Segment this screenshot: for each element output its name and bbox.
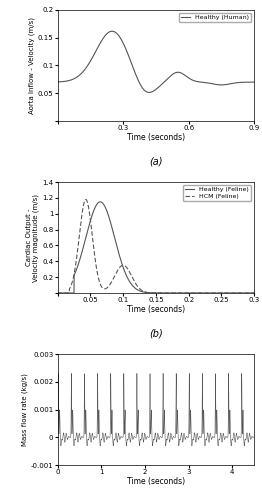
X-axis label: Time (seconds): Time (seconds) xyxy=(127,304,185,314)
Legend: Healthy (Feline), HCM (Feline): Healthy (Feline), HCM (Feline) xyxy=(183,185,251,201)
Text: (b): (b) xyxy=(149,328,163,338)
Y-axis label: Mass flow rate (kg/s): Mass flow rate (kg/s) xyxy=(21,373,28,446)
Y-axis label: Aorta Inflow - Velocity (m/s): Aorta Inflow - Velocity (m/s) xyxy=(29,17,35,114)
Legend: Healthy (Human): Healthy (Human) xyxy=(179,13,251,22)
Y-axis label: Cardiac Output -
Velocity magnitude (m/s): Cardiac Output - Velocity magnitude (m/s… xyxy=(26,194,40,282)
X-axis label: Time (seconds): Time (seconds) xyxy=(127,476,185,486)
Text: (a): (a) xyxy=(149,156,163,166)
X-axis label: Time (seconds): Time (seconds) xyxy=(127,132,185,141)
